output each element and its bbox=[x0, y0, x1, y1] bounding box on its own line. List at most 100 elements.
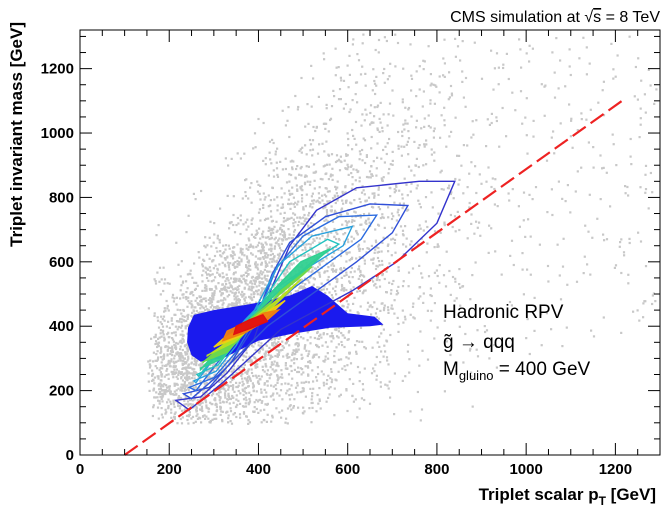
background-point bbox=[454, 230, 457, 233]
background-point bbox=[254, 262, 257, 265]
background-point bbox=[295, 350, 298, 353]
background-point bbox=[332, 89, 335, 92]
background-point bbox=[495, 52, 499, 55]
background-point bbox=[311, 395, 314, 398]
background-point bbox=[553, 96, 557, 99]
background-point bbox=[271, 343, 274, 346]
background-point bbox=[388, 102, 392, 105]
background-point bbox=[156, 342, 159, 345]
background-point bbox=[232, 356, 235, 359]
background-point bbox=[235, 223, 238, 227]
background-point bbox=[296, 391, 299, 394]
background-point bbox=[564, 200, 567, 203]
background-point bbox=[507, 192, 510, 195]
background-point bbox=[485, 307, 488, 310]
background-point bbox=[227, 279, 230, 282]
background-point bbox=[273, 198, 276, 201]
background-point bbox=[281, 398, 284, 401]
background-point bbox=[336, 180, 339, 183]
background-point bbox=[192, 192, 195, 195]
background-point bbox=[181, 318, 184, 321]
background-point bbox=[456, 210, 459, 213]
background-point bbox=[186, 305, 189, 308]
background-point bbox=[333, 95, 336, 98]
background-point bbox=[458, 268, 461, 271]
background-point bbox=[471, 274, 474, 277]
background-point bbox=[322, 288, 325, 291]
background-point bbox=[329, 118, 332, 122]
background-point bbox=[178, 407, 181, 410]
background-point bbox=[263, 388, 266, 391]
background-point bbox=[497, 83, 500, 86]
background-point bbox=[160, 397, 163, 400]
background-point bbox=[332, 251, 336, 255]
background-point bbox=[325, 195, 328, 198]
background-point bbox=[173, 384, 176, 387]
background-point bbox=[160, 346, 163, 349]
background-point bbox=[620, 331, 623, 334]
background-point bbox=[288, 255, 291, 258]
background-point bbox=[495, 119, 498, 123]
background-point bbox=[299, 167, 302, 170]
background-point bbox=[295, 358, 298, 361]
background-point bbox=[338, 88, 342, 91]
background-point bbox=[417, 243, 420, 246]
background-point bbox=[455, 297, 458, 300]
background-point bbox=[290, 237, 293, 240]
background-point bbox=[313, 336, 316, 340]
background-point bbox=[262, 203, 265, 207]
background-point bbox=[208, 266, 211, 269]
background-point bbox=[344, 220, 347, 223]
background-point bbox=[385, 39, 388, 43]
background-point bbox=[485, 329, 489, 332]
background-point bbox=[262, 271, 265, 274]
background-point bbox=[359, 216, 362, 219]
background-point bbox=[161, 318, 164, 321]
background-point bbox=[183, 357, 186, 360]
background-point bbox=[344, 232, 347, 235]
contour-level-1 bbox=[174, 180, 456, 411]
background-point bbox=[357, 277, 360, 280]
background-point bbox=[213, 233, 216, 236]
background-point bbox=[225, 283, 228, 286]
background-point bbox=[271, 394, 274, 397]
background-point bbox=[461, 40, 464, 43]
background-point bbox=[269, 354, 272, 357]
background-point bbox=[280, 258, 283, 261]
background-point bbox=[182, 384, 186, 387]
background-point bbox=[324, 291, 327, 295]
background-point bbox=[206, 308, 209, 311]
background-point bbox=[311, 192, 314, 195]
background-point bbox=[184, 407, 187, 410]
background-point bbox=[265, 263, 269, 266]
background-point bbox=[271, 186, 274, 190]
background-point bbox=[352, 38, 355, 41]
background-point bbox=[255, 398, 258, 402]
background-point bbox=[186, 349, 189, 353]
background-point bbox=[378, 285, 382, 288]
background-point bbox=[283, 233, 287, 237]
background-point bbox=[531, 198, 534, 201]
background-point bbox=[275, 349, 278, 352]
background-point bbox=[150, 379, 154, 382]
background-point bbox=[209, 273, 212, 277]
background-point bbox=[317, 337, 321, 341]
background-point bbox=[233, 412, 236, 415]
background-point bbox=[435, 85, 438, 88]
background-point bbox=[167, 320, 170, 323]
background-point bbox=[339, 76, 342, 79]
background-point bbox=[189, 273, 192, 276]
background-point bbox=[279, 269, 282, 272]
background-point bbox=[273, 260, 276, 263]
background-point bbox=[397, 322, 400, 326]
background-point bbox=[148, 389, 151, 392]
background-point bbox=[235, 381, 238, 384]
background-point bbox=[355, 352, 358, 355]
background-point bbox=[276, 336, 279, 339]
background-point bbox=[204, 300, 208, 303]
background-point bbox=[196, 417, 199, 420]
background-point bbox=[333, 328, 337, 331]
background-point bbox=[189, 398, 192, 401]
background-point bbox=[343, 365, 346, 368]
background-point bbox=[215, 417, 218, 420]
